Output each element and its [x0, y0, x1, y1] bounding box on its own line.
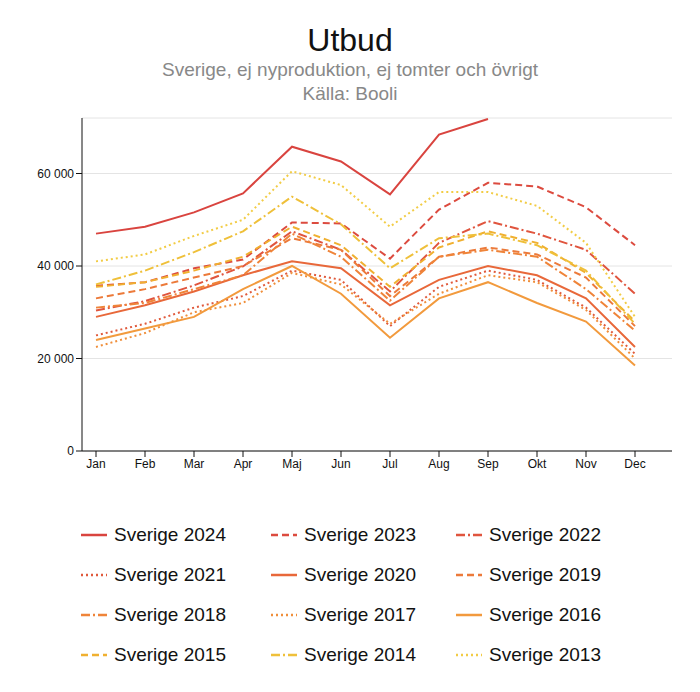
html-text:Källa: Booli: Källa: Booli [302, 83, 398, 104]
html-text:Sverige 2024: Sverige 2024 [114, 524, 226, 545]
html-text:Sverige 2020: Sverige 2020 [304, 564, 416, 585]
html-text:Utbud: Utbud [307, 22, 393, 58]
html-text:Sverige 2014: Sverige 2014 [304, 644, 416, 665]
svg-text:Jul: Jul [382, 457, 397, 471]
html-text:Sverige, ej nyproduktion, ej t: Sverige, ej nyproduktion, ej tomter och … [162, 59, 538, 80]
svg-text:Okt: Okt [528, 457, 547, 471]
html-text:Sverige 2017: Sverige 2017 [304, 604, 416, 625]
html-text:Sverige 2015: Sverige 2015 [114, 644, 226, 665]
html-text:Sverige 2018: Sverige 2018 [114, 604, 226, 625]
svg-text:Mar: Mar [184, 457, 205, 471]
html-text:Sverige 2019: Sverige 2019 [489, 564, 601, 585]
svg-text:Sep: Sep [477, 457, 499, 471]
svg-text:60 000: 60 000 [37, 167, 74, 181]
svg-text:Aug: Aug [428, 457, 449, 471]
svg-text:Maj: Maj [282, 457, 301, 471]
html-text:Sverige 2022: Sverige 2022 [489, 524, 601, 545]
html-text:Sverige 2016: Sverige 2016 [489, 604, 601, 625]
svg-text:Feb: Feb [135, 457, 156, 471]
svg-text:Apr: Apr [234, 457, 253, 471]
svg-text:Nov: Nov [575, 457, 596, 471]
svg-text:20 000: 20 000 [37, 352, 74, 366]
html-text:Sverige 2021: Sverige 2021 [114, 564, 226, 585]
svg-text:40 000: 40 000 [37, 259, 74, 273]
html-text:Sverige 2023: Sverige 2023 [304, 524, 416, 545]
svg-text:Jan: Jan [86, 457, 105, 471]
svg-text:Jun: Jun [331, 457, 350, 471]
html-text:Sverige 2013: Sverige 2013 [489, 644, 601, 665]
svg-text:0: 0 [67, 444, 74, 458]
svg-text:Dec: Dec [624, 457, 645, 471]
